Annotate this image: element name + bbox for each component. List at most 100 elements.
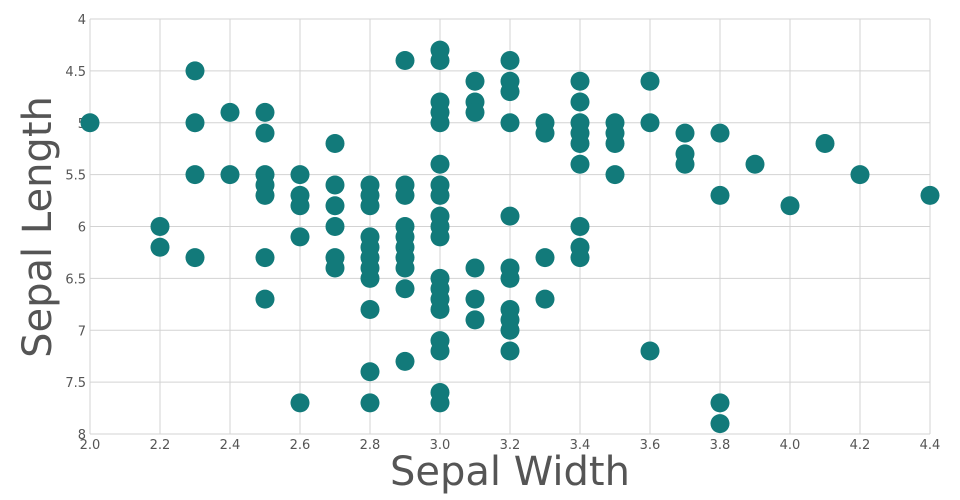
x-tick-label: 2.0 (80, 438, 101, 453)
data-point (640, 341, 660, 361)
x-tick-label: 4.0 (780, 438, 801, 453)
y-axis-title: Sepal Length (15, 96, 61, 358)
y-tick-label: 4 (78, 13, 86, 28)
data-point (605, 134, 625, 153)
x-tick-label: 4.4 (920, 438, 941, 453)
y-tick-label: 7 (78, 324, 86, 339)
data-point (710, 393, 730, 413)
data-point (500, 113, 520, 133)
data-point (500, 51, 520, 70)
data-point (605, 165, 625, 185)
data-point (255, 102, 275, 122)
data-point (500, 320, 520, 340)
data-point (255, 123, 275, 143)
data-point (500, 82, 520, 102)
data-point (535, 248, 555, 268)
data-point (430, 300, 450, 319)
data-point (570, 71, 590, 91)
data-point (395, 185, 415, 205)
data-point (395, 258, 415, 278)
data-point (325, 258, 345, 278)
data-point (185, 61, 205, 81)
data-point (570, 248, 590, 268)
data-point (465, 71, 485, 91)
data-point (220, 165, 240, 185)
x-tick-label: 3.8 (710, 438, 731, 453)
x-tick-label: 2.6 (290, 438, 311, 453)
data-point (430, 51, 450, 70)
data-point (325, 196, 345, 216)
data-point (360, 393, 380, 413)
data-point (360, 196, 380, 216)
data-point (150, 217, 170, 236)
data-point (255, 185, 275, 205)
data-point (675, 123, 695, 143)
data-point (395, 351, 415, 371)
data-point (745, 154, 765, 174)
data-point (255, 289, 275, 309)
x-tick-label: 2.2 (150, 438, 171, 453)
data-point (325, 217, 345, 236)
data-point (185, 165, 205, 185)
y-tick-label: 4.5 (65, 65, 86, 80)
data-point (465, 289, 485, 309)
data-point (430, 341, 450, 361)
grid (89, 18, 931, 435)
data-point (570, 154, 590, 174)
x-axis-title: Sepal Width (390, 449, 630, 495)
data-point (535, 289, 555, 309)
data-point (500, 341, 520, 361)
data-point (185, 248, 205, 268)
data-point (325, 175, 345, 195)
data-point (430, 393, 450, 413)
data-point (710, 414, 730, 434)
data-point (465, 102, 485, 122)
x-axis-ticks: 2.0 2.2 2.4 2.6 2.8 3.0 3.2 3.4 3.6 3.8 4.0 4.2 4.4 (80, 438, 941, 453)
data-point (395, 279, 415, 299)
data-point (360, 362, 380, 382)
y-tick-label: 5.5 (65, 169, 86, 184)
data-point (570, 92, 590, 112)
y-tick-label: 8 (78, 428, 86, 443)
x-tick-label: 2.8 (360, 438, 381, 453)
data-points (80, 40, 940, 434)
data-point (640, 71, 660, 91)
x-tick-label: 3.6 (640, 438, 661, 453)
data-point (920, 185, 940, 205)
data-point (430, 154, 450, 174)
y-tick-label: 7.5 (65, 376, 86, 391)
data-point (290, 227, 310, 247)
data-point (430, 113, 450, 133)
data-point (360, 300, 380, 319)
y-tick-label: 6.5 (65, 272, 86, 287)
x-tick-label: 4.2 (850, 438, 871, 453)
data-point (500, 268, 520, 288)
data-point (290, 196, 310, 216)
data-point (185, 113, 205, 133)
data-point (465, 258, 485, 278)
data-point (570, 134, 590, 153)
data-point (710, 123, 730, 143)
data-point (570, 217, 590, 236)
x-tick-label: 2.4 (220, 438, 241, 453)
data-point (395, 51, 415, 70)
data-point (815, 134, 835, 153)
data-point (430, 185, 450, 205)
x-tick-label: 3.2 (500, 438, 521, 453)
data-point (220, 102, 240, 122)
y-tick-label: 6 (78, 221, 86, 236)
data-point (850, 165, 870, 185)
data-point (640, 113, 660, 133)
data-point (535, 123, 555, 143)
data-point (465, 310, 485, 330)
data-point (80, 113, 100, 133)
data-point (500, 206, 520, 226)
data-point (255, 248, 275, 268)
data-point (710, 185, 730, 205)
data-point (150, 237, 170, 257)
data-point (360, 268, 380, 288)
y-axis-ticks: 44.555.566.577.58 (65, 13, 86, 443)
data-point (290, 393, 310, 413)
data-point (675, 154, 695, 174)
